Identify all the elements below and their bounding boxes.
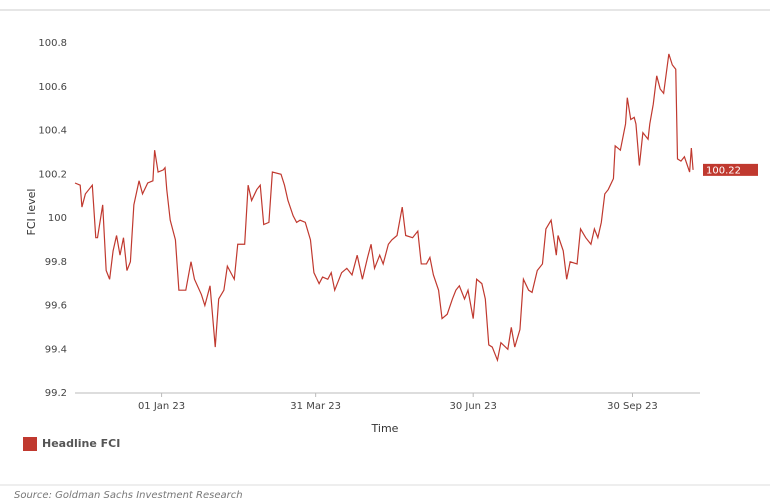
series-line [74, 53, 694, 363]
y-tick-label: 99.6 [45, 301, 67, 312]
end-value-label: 100.22 [706, 165, 741, 176]
y-tick-label: 100.6 [38, 82, 67, 93]
source: Source: Goldman Sachs Investment Researc… [14, 490, 243, 501]
x-axis-label: Time [371, 422, 399, 435]
y-tick-label: 100.2 [38, 169, 67, 180]
legend-label: Headline FCI [42, 437, 120, 450]
y-tick-label: 100 [48, 213, 67, 224]
x-tick-label: 30 Jun 23 [449, 401, 496, 412]
end-value-box [703, 163, 758, 176]
y-tick-label: 100.8 [38, 38, 67, 49]
legend-swatch [23, 437, 37, 451]
y-tick-label: 99.4 [45, 344, 67, 355]
x-tick-label: 01 Jan 23 [138, 401, 185, 412]
y-tick-label: 100.4 [38, 126, 67, 137]
x-tick-label: 30 Sep 23 [607, 401, 658, 412]
y-axis-label: FCI level [25, 189, 38, 236]
y-tick-label: 99.8 [45, 257, 67, 268]
y-tick-label: 99.2 [45, 388, 67, 399]
x-tick-label: 31 Mar 23 [290, 401, 341, 412]
